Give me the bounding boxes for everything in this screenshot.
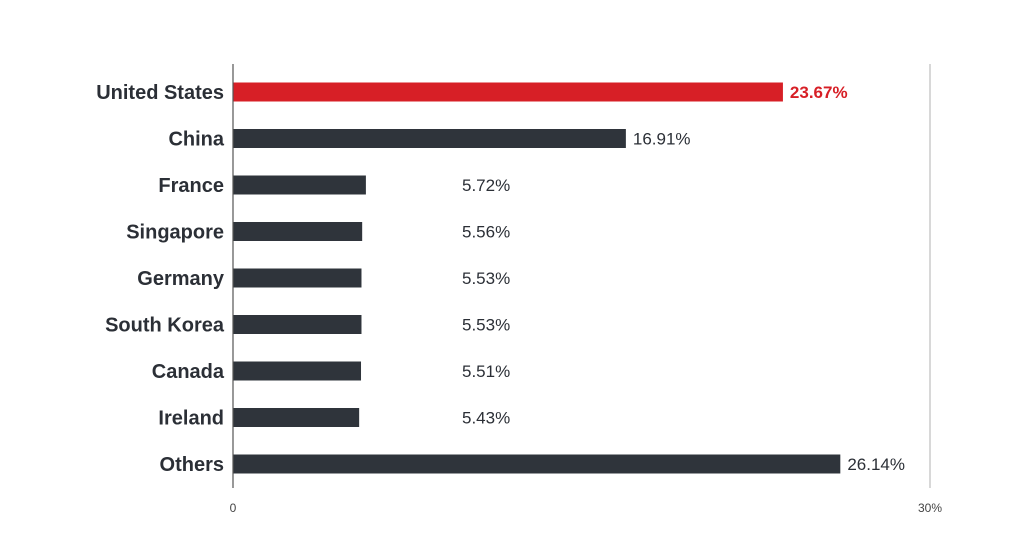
bar-south-korea — [233, 315, 362, 334]
x-tick-label: 30% — [918, 501, 942, 515]
category-label: United States — [96, 82, 224, 104]
x-axis-ticks: 0 30% — [230, 501, 943, 515]
x-tick-label: 0 — [230, 501, 237, 515]
value-label: 26.14% — [847, 455, 905, 474]
category-label: South Korea — [105, 315, 225, 337]
value-label: 5.43% — [462, 409, 510, 428]
bar-france — [233, 175, 366, 195]
category-label: Canada — [152, 361, 225, 383]
category-label: Others — [160, 454, 224, 476]
category-label: Ireland — [158, 408, 224, 430]
bars-group — [233, 82, 841, 474]
category-label: Singapore — [126, 222, 224, 244]
labels-group: United States 23.67% China 16.91% France 5.72… — [96, 82, 905, 476]
bar-germany — [233, 268, 362, 288]
value-label: 5.51% — [462, 362, 510, 381]
value-label: 23.67% — [790, 83, 848, 102]
category-label: France — [158, 175, 224, 197]
bar-china — [233, 129, 626, 148]
value-label: 5.53% — [462, 316, 510, 335]
value-label: 5.53% — [462, 269, 510, 288]
category-label: China — [168, 129, 224, 151]
bar-canada — [233, 361, 362, 381]
value-label: 5.72% — [462, 176, 510, 195]
category-label: Germany — [137, 268, 225, 290]
bar-united-states — [233, 82, 783, 102]
bar-ireland — [233, 408, 360, 427]
value-label: 16.91% — [633, 130, 691, 149]
value-label: 5.56% — [462, 223, 510, 242]
bar-others — [233, 454, 841, 474]
bar-singapore — [233, 222, 363, 241]
